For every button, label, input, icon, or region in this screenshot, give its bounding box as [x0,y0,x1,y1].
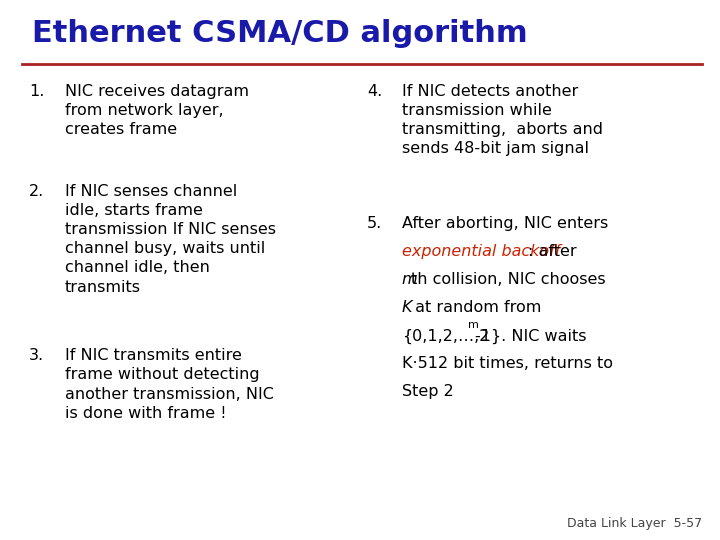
Text: Ethernet CSMA/CD algorithm: Ethernet CSMA/CD algorithm [32,19,528,48]
Text: {0,1,2,…,2: {0,1,2,…,2 [402,328,489,343]
Text: If NIC detects another
transmission while
transmitting,  aborts and
sends 48-bit: If NIC detects another transmission whil… [402,84,603,156]
Text: m: m [402,272,418,287]
Text: Step 2: Step 2 [402,384,454,400]
Text: K: K [402,300,413,315]
Text: 2.: 2. [29,184,44,199]
Text: 3.: 3. [29,348,44,363]
Text: 4.: 4. [367,84,382,99]
Text: Data Link Layer  5-57: Data Link Layer 5-57 [567,517,702,530]
Text: th collision, NIC chooses: th collision, NIC chooses [411,272,606,287]
Text: If NIC transmits entire
frame without detecting
another transmission, NIC
is don: If NIC transmits entire frame without de… [65,348,274,421]
Text: If NIC senses channel
idle, starts frame
transmission If NIC senses
channel busy: If NIC senses channel idle, starts frame… [65,184,276,295]
Text: 5.: 5. [367,216,382,231]
Text: : after: : after [528,244,577,259]
Text: -1}. NIC waits: -1}. NIC waits [475,328,587,343]
Text: K·512 bit times, returns to: K·512 bit times, returns to [402,356,613,372]
Text: at random from: at random from [410,300,541,315]
Text: exponential backoff: exponential backoff [402,244,560,259]
Text: m: m [468,320,479,330]
Text: NIC receives datagram
from network layer,
creates frame: NIC receives datagram from network layer… [65,84,249,137]
Text: After aborting, NIC enters: After aborting, NIC enters [402,216,608,231]
Text: 1.: 1. [29,84,44,99]
